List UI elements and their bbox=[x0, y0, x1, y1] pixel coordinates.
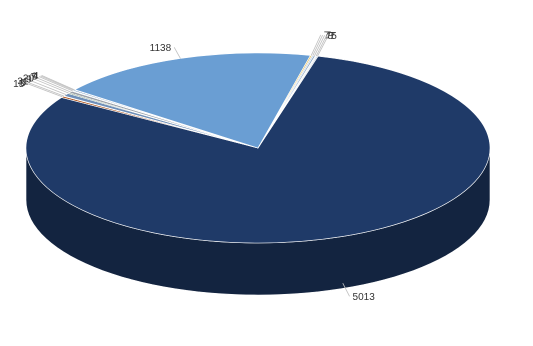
leader-line-5 bbox=[34, 78, 69, 94]
slice-label-4: 31 bbox=[17, 77, 29, 88]
leader-line-6 bbox=[36, 77, 71, 93]
slice-label-1: 5013 bbox=[353, 292, 376, 303]
slice-label-9: 4 bbox=[33, 71, 39, 82]
slice-label-14: 7 bbox=[330, 31, 336, 42]
leader-line-13 bbox=[314, 35, 325, 57]
pie-tops bbox=[25, 52, 491, 244]
slice-label-15: 5 bbox=[331, 31, 337, 42]
leader-line-3 bbox=[28, 82, 64, 97]
leader-line-2 bbox=[27, 83, 63, 98]
pie-slice-1 bbox=[25, 55, 491, 244]
leader-line-4 bbox=[31, 80, 67, 96]
leader-line-11 bbox=[310, 34, 322, 56]
slice-label-12: 7 bbox=[326, 31, 332, 42]
slice-label-2: 15 bbox=[13, 79, 25, 90]
slice-label-5: 9 bbox=[26, 75, 32, 86]
leader-line-10 bbox=[173, 47, 181, 59]
leader-line-14 bbox=[315, 35, 327, 57]
leader-line-9 bbox=[41, 74, 75, 91]
slice-label-8: 9 bbox=[32, 71, 38, 82]
leader-line-12 bbox=[312, 34, 323, 56]
slice-label-6: 20 bbox=[23, 73, 35, 84]
slice-label-13: 8 bbox=[328, 31, 334, 42]
pie-slice-10 bbox=[74, 52, 311, 149]
leader-line-7 bbox=[38, 76, 73, 92]
slice-label-10: 1138 bbox=[150, 43, 172, 54]
leader-line-15 bbox=[317, 35, 329, 57]
leader-line-8 bbox=[40, 75, 74, 91]
leader-line-1 bbox=[342, 283, 350, 297]
slice-label-7: 7 bbox=[31, 72, 37, 83]
slice-label-3: 5 bbox=[20, 78, 26, 89]
